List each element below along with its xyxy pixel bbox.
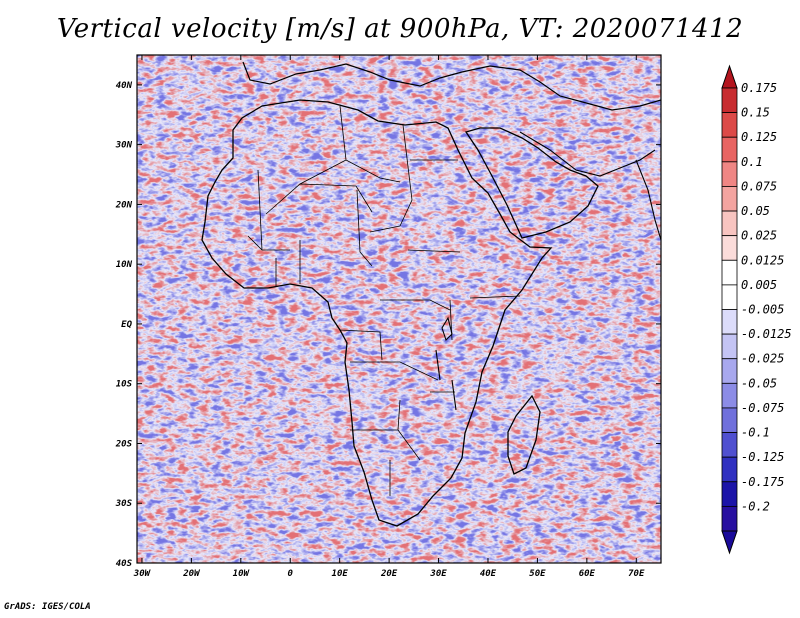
colorbar: 0.175 0.15 0.125 0.1 0.075 0.05 0.025 0.0125 0.0… <box>721 64 792 555</box>
colorbar-swatch <box>721 284 738 310</box>
colorbar-swatch <box>721 481 738 507</box>
colorbar-swatch <box>721 112 738 138</box>
colorbar-label: 0.005 <box>741 278 777 292</box>
colorbar-label: 0.025 <box>741 229 777 243</box>
coastline-india <box>635 159 661 241</box>
coastline-africa <box>201 99 553 527</box>
colorbar-label: -0.125 <box>741 450 784 464</box>
lon-label: 20W <box>182 569 201 579</box>
colorbar-top-arrow <box>721 64 738 89</box>
chart-title: Vertical velocity [m/s] at 900hPa, VT: 2… <box>56 14 744 44</box>
colorbar-label: -0.05 <box>741 376 777 390</box>
longitude-axis: 30W 20W 10W 0 10E 20E 30E 40E 50E 60E 70E <box>133 55 645 579</box>
lat-label: 40S <box>116 559 133 569</box>
coastline-persian-gulf <box>519 131 656 177</box>
lat-label: 10S <box>116 380 133 390</box>
colorbar-label: -0.175 <box>741 475 784 489</box>
lon-label: 10E <box>332 569 349 579</box>
lat-label: 30S <box>115 499 133 509</box>
colorbar-label: -0.025 <box>741 352 784 366</box>
colorbar-swatch <box>721 382 738 409</box>
lon-label: 70E <box>628 569 645 579</box>
colorbar-label: -0.075 <box>741 401 784 415</box>
latitude-axis: 40N 30N 20N 10N EQ 10S 20S 30S 40S <box>115 81 661 569</box>
plot-area <box>137 55 661 563</box>
colorbar-swatch <box>721 136 738 163</box>
lat-label: 30N <box>115 141 133 151</box>
lon-label: 40E <box>480 569 497 579</box>
colorbar-swatch <box>721 505 738 532</box>
colorbar-label: 0.175 <box>741 81 777 95</box>
colorbar-swatch <box>721 235 738 261</box>
lon-label: 0 <box>288 569 294 579</box>
coastline-madagascar <box>507 394 541 475</box>
colorbar-label: -0.1 <box>741 426 770 440</box>
grads-credit: GrADS: IGES/COLA <box>4 602 91 612</box>
lat-label: EQ <box>121 320 132 330</box>
country-borders <box>247 105 521 496</box>
plot-frame <box>136 54 662 564</box>
lat-label: 40N <box>116 81 133 91</box>
colorbar-label: 0.0125 <box>741 253 784 267</box>
colorbar-swatch <box>721 210 738 237</box>
coastline-europe <box>242 61 661 111</box>
vertical-velocity-field <box>137 55 661 563</box>
lat-label: 20S <box>115 439 133 449</box>
colorbar-swatch <box>721 259 738 286</box>
coastline-arabia <box>464 127 599 239</box>
lon-label: 60E <box>579 569 596 579</box>
lat-label: 20N <box>115 200 133 210</box>
colorbar-bottom-arrow <box>721 530 738 555</box>
colorbar-label: 0.075 <box>741 179 777 193</box>
colorbar-swatch <box>721 161 738 187</box>
lon-label: 30W <box>133 569 152 579</box>
colorbar-swatch <box>721 456 738 483</box>
colorbar-label: 0.1 <box>741 155 763 169</box>
colorbar-label: -0.0125 <box>741 327 792 341</box>
colorbar-label: 0.15 <box>741 106 770 120</box>
colorbar-swatch <box>721 358 738 384</box>
colorbar-label: -0.005 <box>741 303 784 317</box>
colorbar-swatch <box>721 87 738 114</box>
colorbar-label: 0.125 <box>741 130 777 144</box>
colorbar-swatch <box>721 186 738 212</box>
lon-label: 50E <box>529 569 546 579</box>
colorbar-swatch <box>721 432 738 458</box>
colorbar-swatch <box>721 309 738 335</box>
colorbar-swatch <box>721 333 738 360</box>
inland-lakes <box>435 316 457 411</box>
lon-label: 20E <box>380 569 398 579</box>
lon-label: 30E <box>429 569 447 579</box>
colorbar-label: -0.2 <box>741 499 770 513</box>
colorbar-swatch <box>721 407 738 433</box>
lon-label: 10W <box>233 569 251 579</box>
colorbar-label: 0.05 <box>741 204 770 218</box>
lat-label: 10N <box>116 260 133 270</box>
